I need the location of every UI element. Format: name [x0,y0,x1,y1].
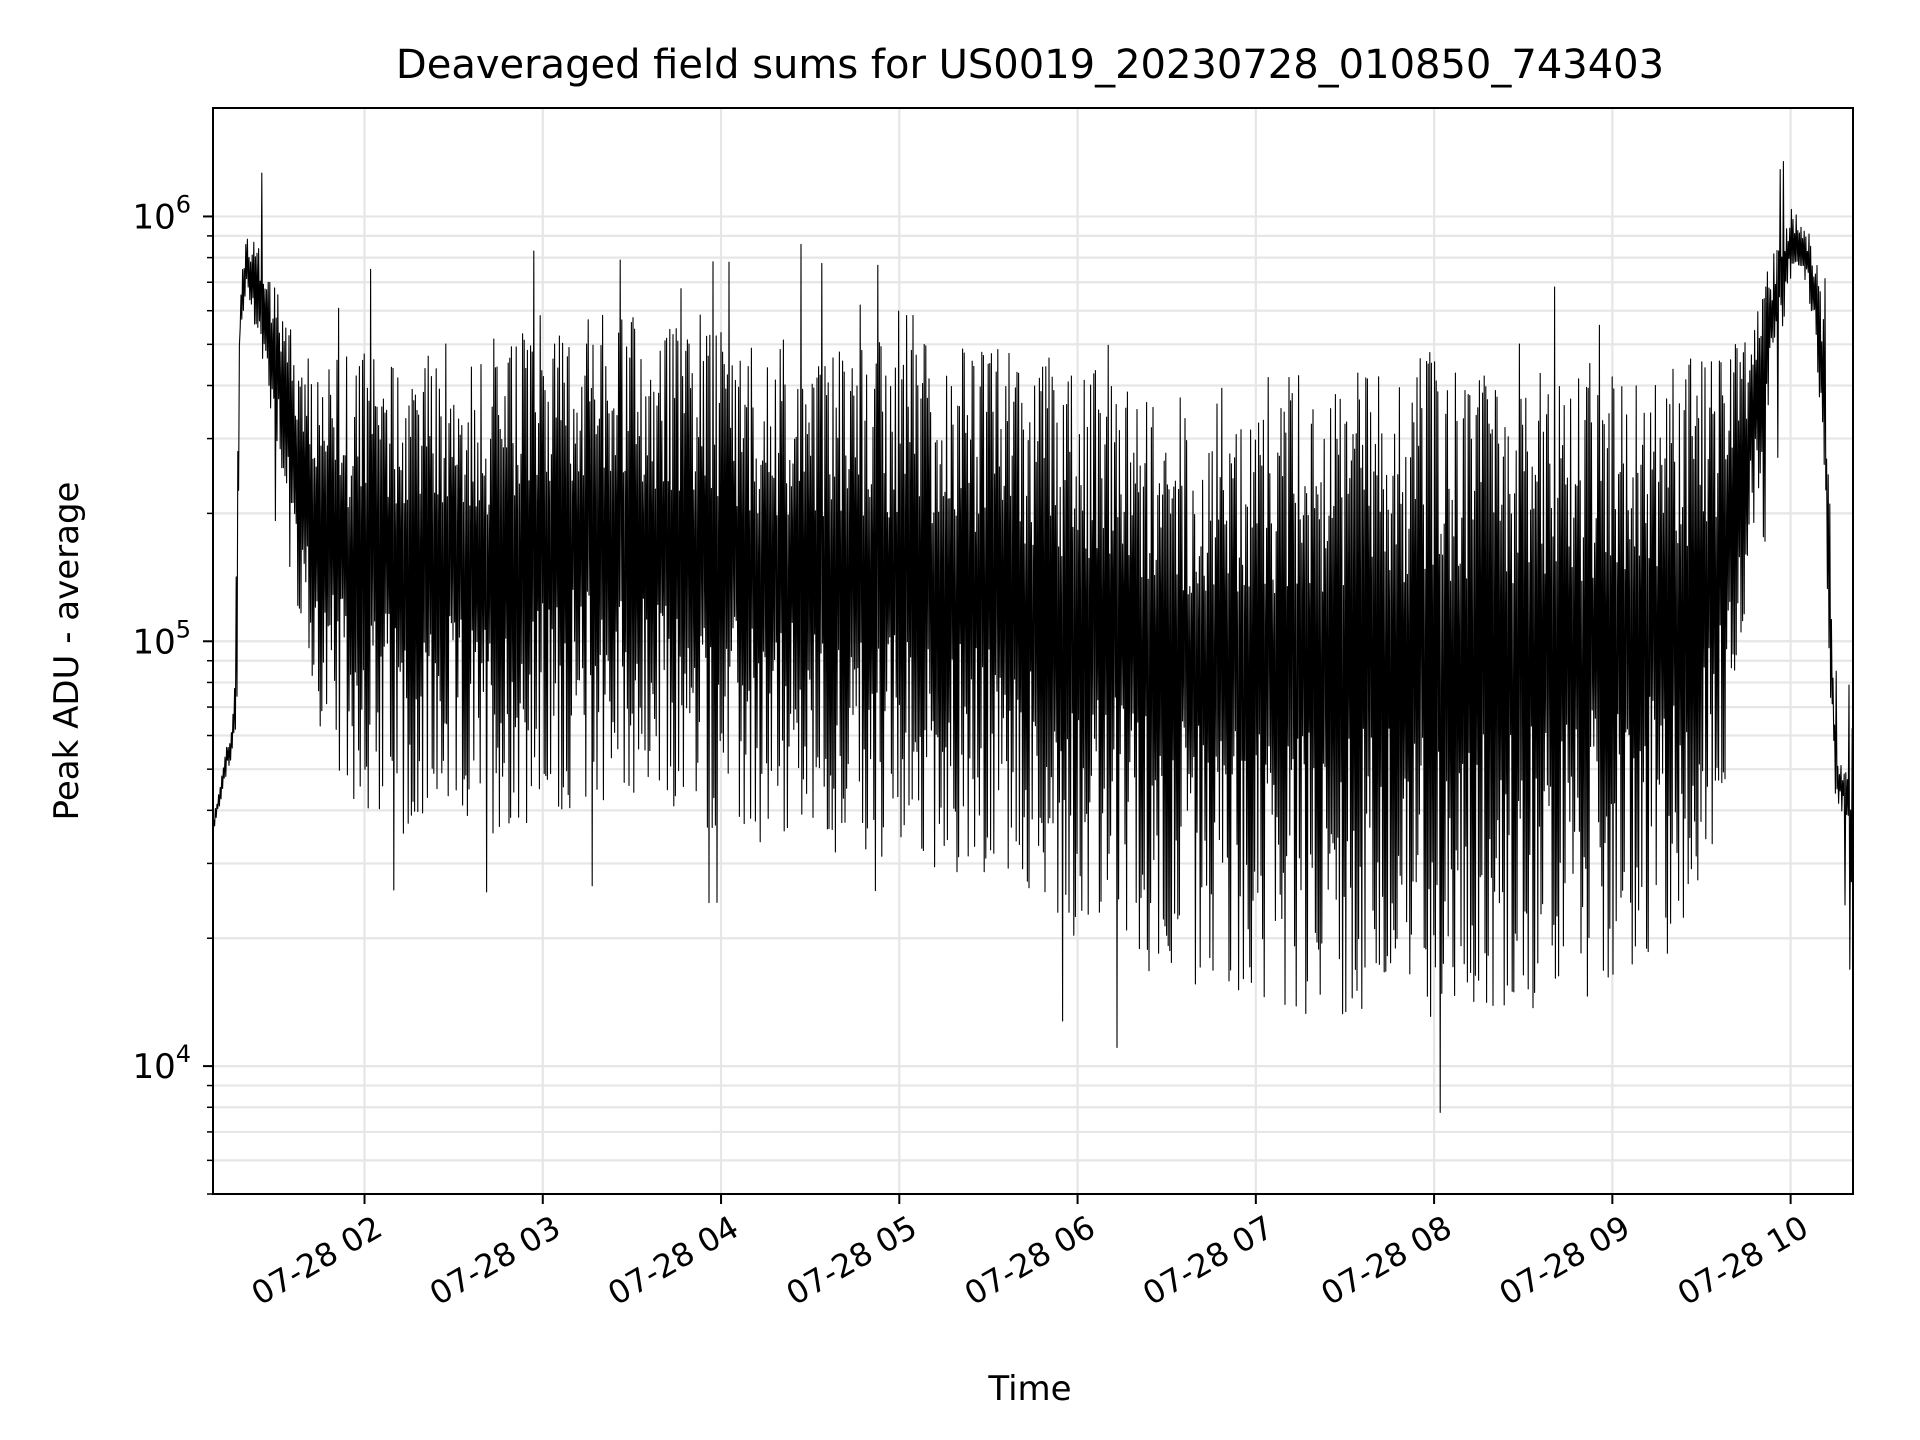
y-tick-label: 105 [132,615,191,662]
plot-frame [212,107,1854,1195]
chart-title: Deaveraged field sums for US0019_2023072… [396,42,1664,88]
y-axis-label: Peak ADU - average [47,482,87,821]
y-tick-label: 106 [132,190,191,237]
data-layer [212,160,1854,1113]
y-tick-label: 104 [132,1040,191,1087]
series-line [212,160,1854,1113]
x-axis-label: Time [987,1369,1071,1409]
y-axis: 104 105 106 [132,190,213,1195]
